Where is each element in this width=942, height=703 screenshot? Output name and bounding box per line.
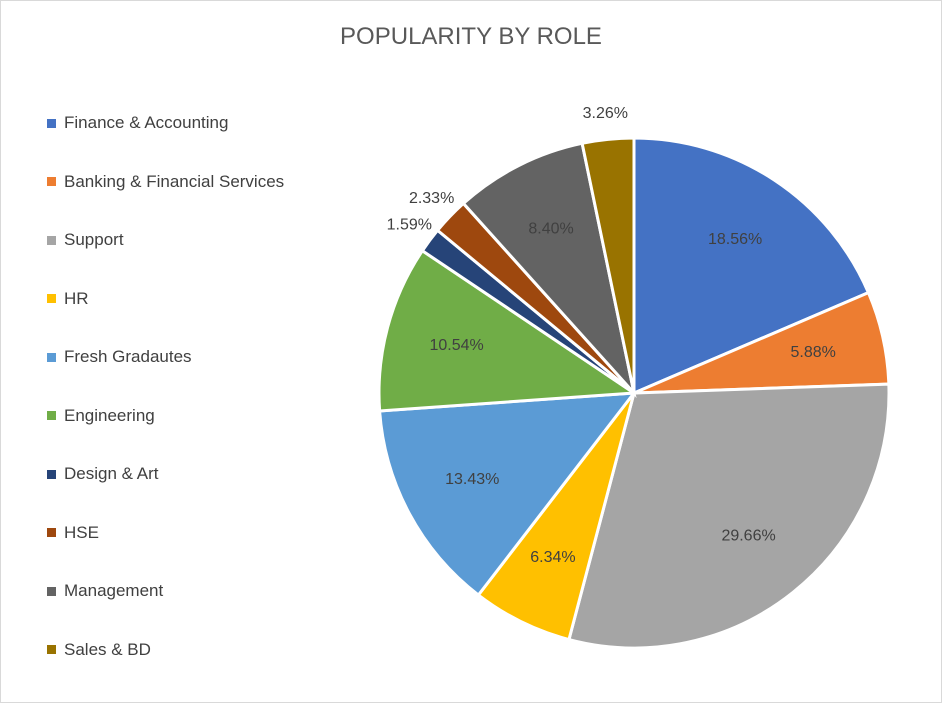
legend-label: HSE	[64, 522, 99, 542]
legend-item: Sales & BD	[47, 638, 151, 662]
pie-slice	[580, 136, 636, 394]
legend-swatch	[47, 411, 56, 420]
slice-data-label: 3.26%	[583, 105, 628, 122]
slice-data-label: 5.88%	[790, 344, 835, 361]
legend-swatch	[47, 177, 56, 186]
slice-data-label: 29.66%	[721, 528, 775, 545]
slice-data-label: 6.34%	[530, 549, 575, 566]
legend-item: Fresh Gradautes	[47, 345, 192, 369]
legend-swatch	[47, 294, 56, 303]
legend-item: Finance & Accounting	[47, 111, 228, 135]
legend-item: Design & Art	[47, 462, 159, 486]
pie-slice	[567, 382, 891, 650]
legend-label: Engineering	[64, 405, 155, 425]
legend-label: HR	[64, 288, 89, 308]
legend-item: Support	[47, 228, 124, 252]
pie-slice	[632, 136, 871, 396]
legend-label: Sales & BD	[64, 639, 151, 659]
slice-data-label: 10.54%	[429, 337, 483, 354]
legend-swatch	[47, 528, 56, 537]
legend-swatch	[47, 352, 56, 362]
legend-label: Support	[64, 230, 124, 249]
legend-label: Finance & Accounting	[64, 113, 229, 132]
legend-item: HR	[47, 287, 89, 311]
legend-swatch	[47, 586, 56, 596]
slice-data-label: 18.56%	[708, 231, 762, 248]
legend-label: Fresh Gradautes	[64, 347, 192, 366]
legend-swatch	[47, 645, 56, 654]
slice-data-label: 1.59%	[387, 216, 432, 233]
legend-item: HSE	[47, 521, 99, 545]
legend-label: Management	[64, 581, 164, 600]
legend-label: Banking & Financial Services	[64, 171, 285, 191]
pie-slice	[461, 141, 637, 399]
pie-slice	[378, 391, 638, 598]
legend-swatch	[47, 118, 56, 128]
pie-slice	[377, 248, 639, 413]
slice-data-label: 8.40%	[528, 220, 573, 237]
legend-item: Engineering	[47, 404, 155, 428]
legend-swatch	[47, 235, 56, 245]
slice-data-label: 13.43%	[445, 471, 499, 488]
legend-item: Banking & Financial Services	[47, 170, 284, 194]
legend-item: Management	[47, 579, 163, 603]
slice-data-label: 2.33%	[409, 190, 454, 207]
legend-label: Design & Art	[64, 464, 159, 483]
chart-title: POPULARITY BY ROLE	[340, 23, 602, 50]
legend-swatch	[47, 469, 56, 479]
